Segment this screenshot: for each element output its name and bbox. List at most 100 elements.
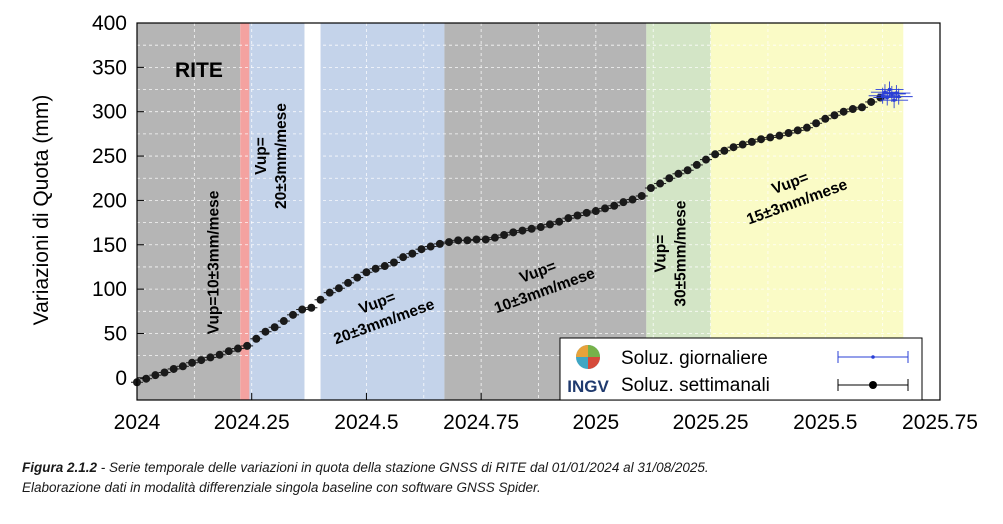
- data-point: [766, 133, 775, 142]
- data-point: [426, 242, 435, 251]
- plot-frame: [136, 22, 941, 401]
- data-point: [463, 236, 472, 245]
- data-point: [896, 94, 901, 99]
- data-point: [325, 288, 334, 297]
- y-axis-ticks: 0 50 100 150 200 250 300 350 400: [92, 12, 144, 390]
- period-band: [249, 23, 305, 400]
- caption-line-2: Elaborazione dati in modalità differenzi…: [22, 480, 541, 495]
- data-point: [353, 273, 362, 282]
- data-point: [545, 220, 554, 229]
- y-axis-label: Variazioni di Quota (mm): [30, 95, 53, 326]
- data-point: [839, 107, 848, 116]
- data-point: [619, 198, 628, 207]
- logo-text: INGV: [567, 377, 609, 396]
- data-point: [775, 131, 784, 140]
- data-point: [481, 235, 490, 244]
- data-point: [674, 169, 683, 178]
- data-point: [536, 223, 545, 232]
- period-band: [444, 23, 647, 400]
- data-point: [857, 103, 866, 112]
- period-band: [710, 23, 904, 400]
- data-point: [757, 135, 766, 144]
- period-label-line: 20±3mm/mese: [273, 103, 290, 209]
- data-point: [279, 317, 288, 326]
- data-point: [527, 224, 536, 233]
- x-axis-ticks: 2024 2024.25 2024.5 2024.75 2025 2025.25 2025.…: [114, 393, 978, 434]
- data-point: [701, 155, 710, 164]
- data-point: [738, 140, 747, 149]
- data-point: [472, 235, 481, 244]
- data-point: [892, 98, 896, 102]
- legend: INGV Soluz. giornaliere Soluz. settimana…: [559, 337, 923, 401]
- data-point: [298, 305, 307, 314]
- data-point: [656, 179, 665, 188]
- period-label: Vup=20±3mm/mese: [253, 103, 290, 209]
- period-band: [304, 23, 321, 400]
- data-point: [821, 114, 830, 123]
- data-point: [243, 341, 252, 350]
- data-point: [362, 268, 371, 277]
- y-tick-label: 300: [92, 101, 127, 124]
- data-point: [169, 364, 178, 373]
- series-daily: [868, 81, 913, 109]
- logo-segment-icon: [576, 345, 588, 357]
- data-point: [417, 245, 426, 254]
- x-tick-label: 2024: [114, 411, 161, 434]
- y-tick-label: 0: [115, 367, 127, 390]
- data-point: [518, 226, 527, 235]
- x-tick-label: 2024.25: [214, 411, 290, 434]
- grid-lines: [137, 23, 940, 400]
- station-label: RITE: [175, 59, 223, 82]
- data-points: [131, 81, 913, 387]
- data-point: [665, 174, 674, 183]
- period-label-line: Vup=10±3mm/mese: [206, 190, 223, 334]
- x-tick-label: 2025: [572, 411, 619, 434]
- data-point: [151, 371, 160, 380]
- data-point: [720, 146, 729, 155]
- data-point: [628, 195, 637, 204]
- period-label: Vup=10±3mm/mese: [206, 190, 223, 334]
- legend-daily-marker: [871, 355, 875, 359]
- period-band: [646, 23, 711, 400]
- logo-segment-icon: [588, 357, 600, 369]
- data-point: [160, 368, 169, 377]
- period-label-line: Vup=: [652, 235, 669, 273]
- data-point: [894, 91, 899, 95]
- legend-weekly-marker: [869, 381, 877, 389]
- data-point: [215, 350, 224, 359]
- period-label-line: 30±5mm/mese: [672, 200, 689, 306]
- data-point: [830, 111, 839, 120]
- data-point: [334, 284, 343, 293]
- y-tick-label: 150: [92, 234, 127, 257]
- y-tick-label: 200: [92, 189, 127, 212]
- legend-label-weekly: Soluz. settimanali: [621, 375, 770, 396]
- data-point: [197, 356, 206, 365]
- data-point: [793, 126, 802, 135]
- data-point: [307, 303, 316, 312]
- data-point: [509, 228, 518, 237]
- caption-text-1: - Serie temporale delle variazioni in qu…: [97, 460, 709, 475]
- period-label: Vup= 30±5mm/mese: [652, 200, 689, 306]
- data-point: [142, 374, 151, 383]
- data-point: [887, 87, 892, 92]
- data-point: [454, 236, 463, 245]
- data-point: [591, 207, 600, 216]
- data-point: [224, 347, 233, 356]
- data-point: [188, 358, 197, 367]
- data-point: [371, 264, 380, 273]
- legend-box: [559, 337, 923, 401]
- y-tick-label: 50: [104, 322, 127, 345]
- data-point: [270, 323, 279, 332]
- data-point: [848, 105, 857, 114]
- data-point: [802, 123, 811, 132]
- data-point: [408, 249, 417, 258]
- period-label-line: Vup=: [253, 137, 270, 175]
- figure-caption: Figura 2.1.2 - Serie temporale delle var…: [22, 458, 997, 498]
- data-point: [316, 295, 325, 304]
- caption-line-1: Figura 2.1.2 - Serie temporale delle var…: [22, 458, 997, 478]
- y-tick-label: 400: [92, 12, 127, 35]
- data-point: [178, 362, 187, 371]
- data-point: [610, 201, 619, 210]
- data-point: [692, 160, 701, 169]
